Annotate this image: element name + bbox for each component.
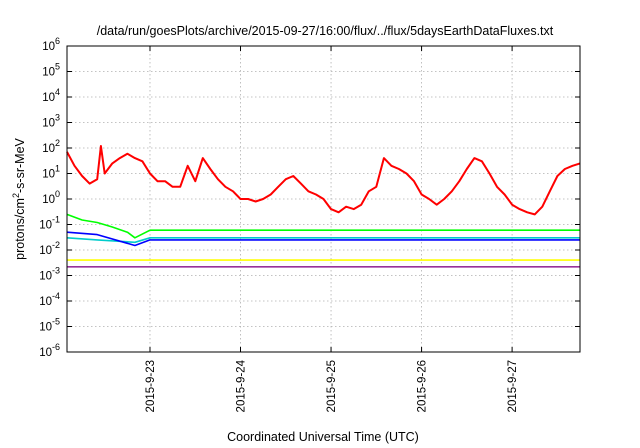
series-line bbox=[66, 213, 580, 239]
x-tick-label: 2015-9-24 bbox=[236, 359, 248, 412]
y-tick-label: 10-6 bbox=[39, 342, 60, 359]
y-tick-base: 10 bbox=[42, 92, 55, 104]
y-tick-labels: 10-610-510-410-310-210-11001011021031041… bbox=[39, 36, 60, 359]
y-tick-label: 100 bbox=[42, 189, 60, 206]
y-tick-exponent: 3 bbox=[55, 113, 60, 123]
y-tick-label: 104 bbox=[42, 87, 60, 104]
series-line bbox=[66, 231, 580, 247]
chart-title: /data/run/goesPlots/archive/2015-09-27/1… bbox=[97, 24, 554, 38]
y-tick-label: 105 bbox=[42, 62, 60, 79]
y-axis-label-unit: protons/cm bbox=[13, 198, 27, 260]
y-tick-base: 10 bbox=[39, 271, 52, 283]
y-tick-label: 10-2 bbox=[39, 240, 60, 257]
y-tick-label: 106 bbox=[42, 36, 60, 53]
y-tick-base: 10 bbox=[42, 118, 55, 130]
y-tick-base: 10 bbox=[42, 67, 55, 79]
x-tick-label: 2015-9-26 bbox=[417, 360, 429, 412]
axis-ticks bbox=[67, 45, 580, 353]
series-group bbox=[66, 145, 581, 268]
y-tick-exponent: 2 bbox=[55, 138, 60, 148]
y-tick-exponent: 1 bbox=[55, 164, 60, 174]
y-tick-base: 10 bbox=[42, 194, 55, 206]
y-tick-base: 10 bbox=[39, 245, 52, 257]
y-tick-label: 10-5 bbox=[39, 317, 60, 334]
y-axis-label-rest: -s-sr-MeV bbox=[13, 137, 27, 193]
y-tick-exponent: -5 bbox=[52, 317, 60, 327]
y-tick-label: 10-1 bbox=[39, 215, 60, 232]
y-tick-base: 10 bbox=[42, 169, 55, 181]
y-tick-exponent: 4 bbox=[55, 87, 60, 97]
y-tick-label: 10-3 bbox=[39, 266, 60, 283]
y-tick-label: 103 bbox=[42, 113, 60, 130]
x-tick-label: 2015-9-25 bbox=[326, 360, 338, 412]
y-tick-exponent: -3 bbox=[52, 266, 60, 276]
series-line bbox=[66, 237, 580, 244]
y-axis-label-exponent: 2 bbox=[11, 193, 21, 198]
series-line bbox=[66, 145, 581, 216]
y-tick-base: 10 bbox=[42, 143, 55, 155]
y-tick-exponent: -6 bbox=[52, 342, 60, 352]
y-tick-label: 10-4 bbox=[39, 291, 60, 308]
y-tick-exponent: 5 bbox=[55, 62, 60, 72]
y-tick-base: 10 bbox=[39, 347, 52, 359]
y-tick-exponent: -4 bbox=[52, 291, 60, 301]
y-tick-base: 10 bbox=[39, 220, 52, 232]
y-tick-exponent: -2 bbox=[52, 240, 60, 250]
y-tick-exponent: -1 bbox=[52, 215, 60, 225]
x-tick-label: 2015-9-27 bbox=[507, 360, 519, 412]
grid-lines bbox=[67, 46, 580, 352]
y-tick-exponent: 6 bbox=[55, 36, 60, 46]
y-axis-label: protons/cm2-s-sr-MeV bbox=[11, 137, 27, 259]
y-tick-exponent: 0 bbox=[55, 189, 60, 199]
y-tick-label: 102 bbox=[42, 138, 60, 155]
y-tick-base: 10 bbox=[42, 41, 55, 53]
x-tick-labels: 2015-9-23 2015-9-24 2015-9-25 2015-9-26 2015… bbox=[145, 359, 519, 412]
y-tick-base: 10 bbox=[39, 296, 52, 308]
y-tick-base: 10 bbox=[39, 322, 52, 334]
y-tick-label: 101 bbox=[42, 164, 60, 181]
x-axis-label: Coordinated Universal Time (UTC) bbox=[227, 430, 419, 444]
x-tick-label: 2015-9-23 bbox=[145, 360, 157, 412]
